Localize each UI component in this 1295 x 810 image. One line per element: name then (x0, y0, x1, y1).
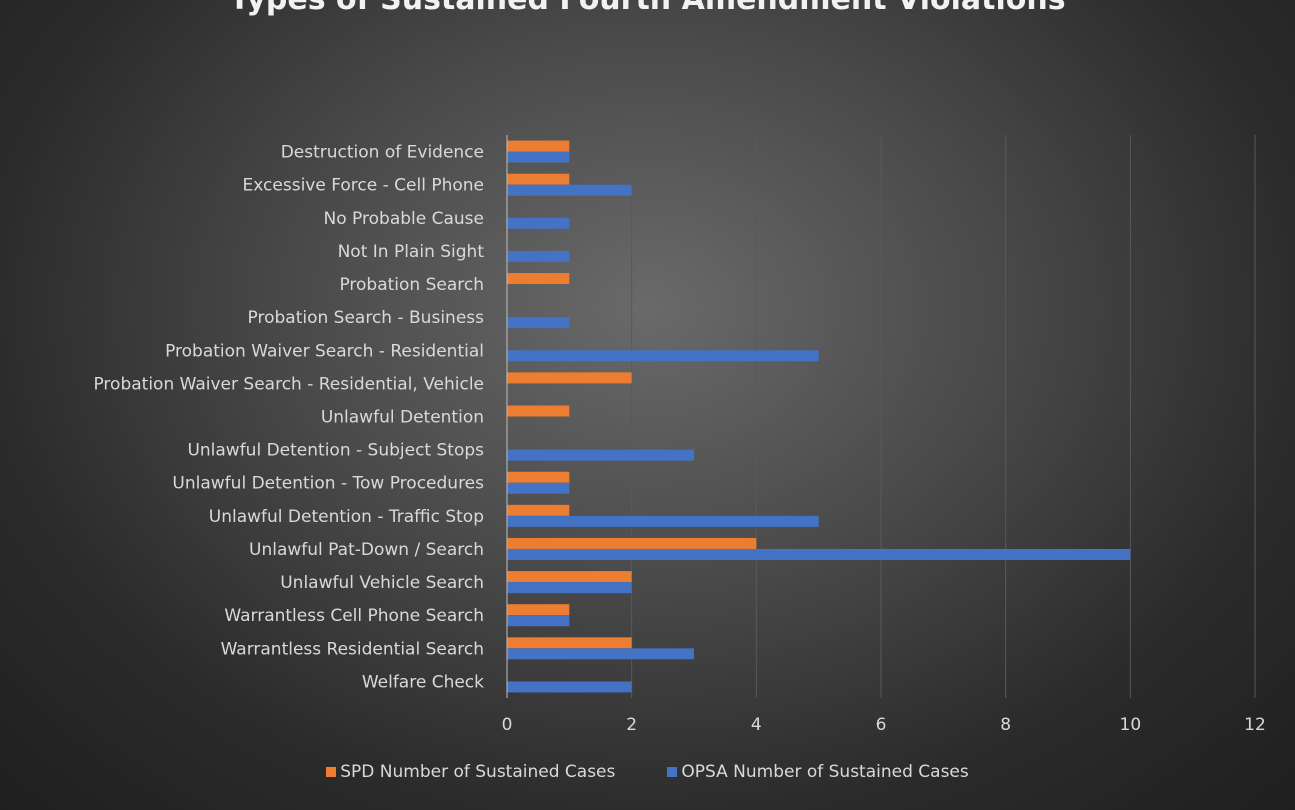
category-label: Unlawful Detention - Tow Procedures (172, 474, 484, 494)
category-label: Excessive Force - Cell Phone (243, 176, 484, 196)
category-label: Warrantless Cell Phone Search (224, 606, 484, 626)
bar-spd (507, 504, 570, 516)
category-label: Unlawful Pat-Down / Search (249, 540, 484, 560)
category-label: Not In Plain Sight (338, 242, 485, 262)
category-label: Warrantless Residential Search (221, 639, 484, 659)
legend-label-opsa: OPSA Number of Sustained Cases (681, 762, 969, 782)
category-label: Welfare Check (362, 672, 484, 692)
bar-opsa (507, 681, 632, 693)
category-label: Unlawful Detention - Traffic Stop (209, 507, 484, 527)
category-label: Probation Waiver Search - Residential (165, 341, 484, 361)
x-tick-label: 6 (876, 715, 887, 735)
category-label: No Probable Cause (324, 209, 484, 229)
bar-spd (507, 405, 570, 417)
bar-opsa (507, 184, 632, 196)
bar-spd (507, 273, 570, 285)
bar-opsa (507, 250, 570, 262)
chart-title: Types of Sustained Fourth Amendment Viol… (0, 0, 1295, 17)
bar-opsa (507, 217, 570, 229)
legend-label-spd: SPD Number of Sustained Cases (340, 762, 616, 782)
bar-spd (507, 604, 570, 616)
category-label: Destruction of Evidence (281, 143, 484, 163)
x-tick-label: 10 (1120, 715, 1142, 735)
category-label: Unlawful Vehicle Search (280, 573, 484, 593)
category-label: Unlawful Detention - Subject Stops (187, 441, 484, 461)
category-label: Unlawful Detention (321, 408, 484, 428)
bar-opsa (507, 317, 570, 329)
x-tick-label: 2 (626, 715, 637, 735)
bar-opsa (507, 482, 570, 494)
legend-swatch-opsa (667, 767, 678, 777)
bar-opsa (507, 615, 570, 627)
bar-spd (507, 637, 632, 649)
bar-spd (507, 571, 632, 583)
bar-spd (507, 537, 757, 549)
legend-swatch-spd (326, 767, 337, 777)
bar-spd (507, 173, 570, 185)
bar-spd (507, 372, 632, 384)
x-tick-label: 8 (1000, 715, 1011, 735)
bar-opsa (507, 350, 819, 362)
bar-spd (507, 140, 570, 152)
bar-opsa (507, 648, 694, 660)
category-label: Probation Waiver Search - Residential, V… (93, 374, 484, 394)
bar-opsa (507, 582, 632, 594)
bar-opsa (507, 548, 1131, 560)
x-tick-label: 12 (1244, 715, 1266, 735)
bar-spd (507, 471, 570, 483)
bar-opsa (507, 515, 819, 527)
legend: SPD Number of Sustained Cases OPSA Numbe… (0, 762, 1295, 782)
legend-item-spd[interactable]: SPD Number of Sustained Cases (326, 762, 615, 782)
bar-opsa (507, 151, 570, 163)
bar-opsa (507, 449, 694, 461)
category-label: Probation Search (339, 275, 484, 295)
x-tick-label: 4 (751, 715, 762, 735)
legend-item-opsa[interactable]: OPSA Number of Sustained Cases (667, 762, 969, 782)
x-tick-label: 0 (502, 715, 513, 735)
category-label: Probation Search - Business (248, 308, 485, 328)
